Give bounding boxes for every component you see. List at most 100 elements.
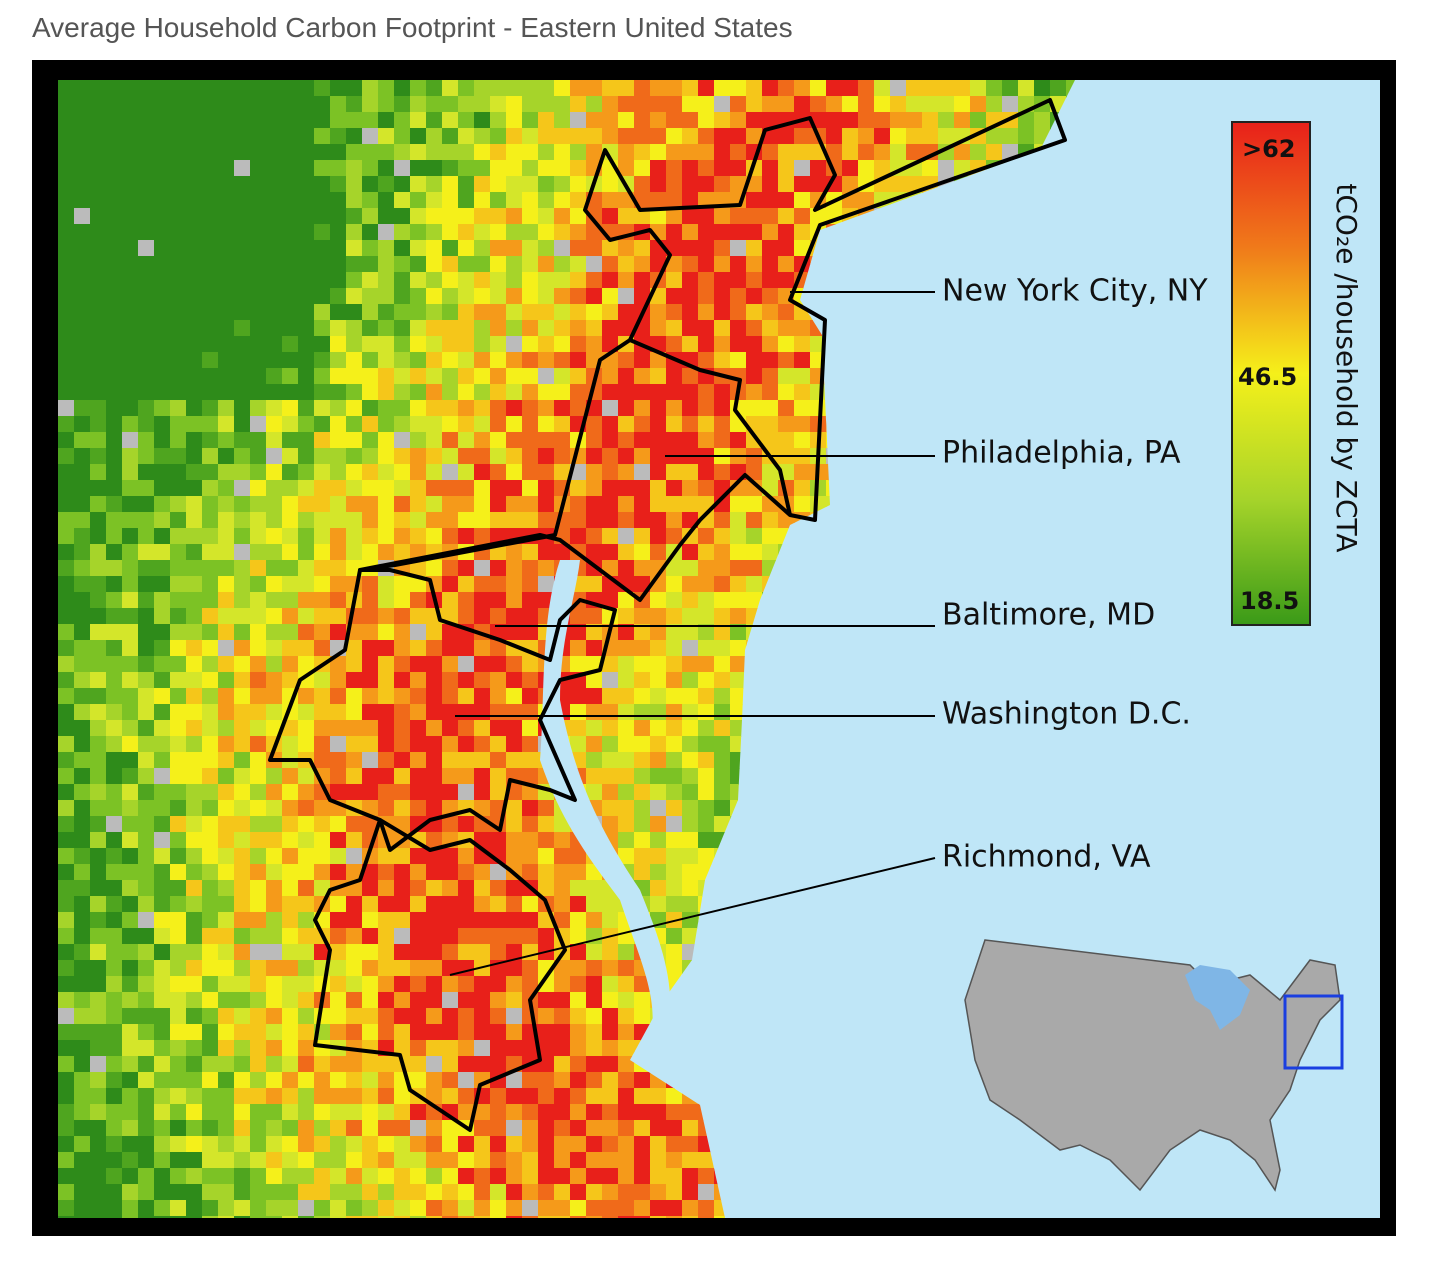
land-cell — [58, 800, 75, 817]
land-cell — [570, 336, 587, 353]
land-cell — [650, 304, 667, 321]
land-cell — [314, 560, 331, 577]
land-cell — [234, 368, 251, 385]
land-cell — [138, 1072, 155, 1089]
land-cell — [170, 400, 187, 417]
land-cell — [698, 720, 715, 737]
land-cell — [842, 144, 859, 161]
land-cell — [666, 576, 683, 593]
land-cell — [570, 496, 587, 513]
land-cell — [426, 768, 443, 785]
land-cell — [330, 1152, 347, 1169]
land-cell — [650, 320, 667, 337]
land-cell — [170, 992, 187, 1009]
land-cell — [394, 432, 411, 449]
land-cell — [458, 512, 475, 529]
land-cell — [586, 880, 603, 897]
land-cell — [202, 128, 219, 145]
land-cell — [506, 352, 523, 369]
land-cell — [682, 800, 699, 817]
land-cell — [154, 912, 171, 929]
land-cell — [586, 1024, 603, 1041]
land-cell — [202, 1008, 219, 1025]
land-cell — [522, 976, 539, 993]
land-cell — [794, 208, 811, 225]
land-cell — [282, 624, 299, 641]
land-cell — [522, 720, 539, 737]
land-cell — [234, 464, 251, 481]
land-cell — [666, 560, 683, 577]
land-cell — [218, 352, 235, 369]
land-cell — [58, 1072, 75, 1089]
land-cell — [618, 1136, 635, 1153]
land-cell — [474, 288, 491, 305]
inset-map — [964, 939, 1344, 1192]
land-cell — [266, 672, 283, 689]
land-cell — [474, 672, 491, 689]
land-cell — [442, 176, 459, 193]
land-cell — [410, 816, 427, 833]
land-cell — [138, 304, 155, 321]
land-cell — [298, 928, 315, 945]
land-cell — [202, 896, 219, 913]
land-cell — [234, 1008, 251, 1025]
land-cell — [266, 1120, 283, 1137]
land-cell — [282, 1184, 299, 1201]
land-cell — [650, 832, 667, 849]
land-cell — [266, 432, 283, 449]
land-cell — [522, 1120, 539, 1137]
land-cell — [154, 288, 171, 305]
land-cell — [186, 416, 203, 433]
land-cell — [442, 400, 459, 417]
land-cell — [618, 848, 635, 865]
land-cell — [394, 512, 411, 529]
land-cell — [458, 960, 475, 977]
land-cell — [378, 400, 395, 417]
land-cell — [698, 640, 715, 657]
land-cell — [698, 544, 715, 561]
land-cell — [58, 304, 75, 321]
land-cell — [282, 272, 299, 289]
land-cell — [554, 1040, 571, 1057]
land-cell — [106, 528, 123, 545]
land-cell — [442, 1072, 459, 1089]
land-cell — [330, 176, 347, 193]
land-cell — [170, 368, 187, 385]
land-cell — [170, 816, 187, 833]
land-cell — [826, 80, 843, 97]
land-cell — [346, 816, 363, 833]
land-cell — [410, 464, 427, 481]
land-cell — [650, 208, 667, 225]
land-cell — [234, 592, 251, 609]
land-cell — [490, 96, 507, 113]
land-cell — [682, 848, 699, 865]
land-cell — [410, 80, 427, 97]
land-cell — [538, 96, 555, 113]
land-cell — [58, 576, 75, 593]
land-cell — [666, 288, 683, 305]
land-cell — [554, 208, 571, 225]
land-cell — [698, 560, 715, 577]
land-cell — [202, 224, 219, 241]
land-cell — [106, 592, 123, 609]
land-cell — [490, 144, 507, 161]
land-cell — [218, 944, 235, 961]
land-cell — [634, 144, 651, 161]
land-cell — [538, 1120, 555, 1137]
land-cell — [506, 752, 523, 769]
land-cell — [634, 80, 651, 97]
land-cell — [442, 272, 459, 289]
land-cell — [138, 400, 155, 417]
land-cell — [490, 1024, 507, 1041]
land-cell — [570, 272, 587, 289]
land-cell — [266, 368, 283, 385]
land-cell — [234, 416, 251, 433]
land-cell — [474, 1008, 491, 1025]
land-cell — [346, 368, 363, 385]
land-cell — [122, 1184, 139, 1201]
land-cell — [778, 144, 795, 161]
land-cell — [490, 336, 507, 353]
land-cell — [506, 1152, 523, 1169]
land-cell — [282, 1168, 299, 1185]
land-cell — [330, 720, 347, 737]
